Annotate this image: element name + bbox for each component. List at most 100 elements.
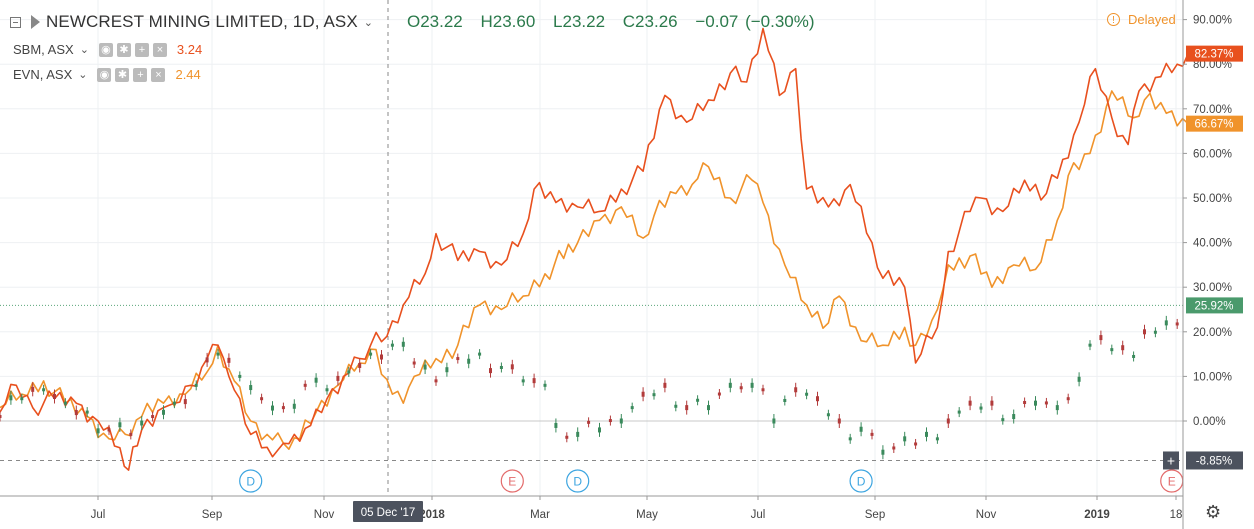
candle — [129, 432, 133, 436]
candle — [870, 432, 874, 436]
candle — [837, 418, 841, 424]
candle — [957, 410, 961, 414]
chevron-down-icon[interactable]: ⌄ — [79, 44, 89, 56]
gear-icon[interactable]: ✱ — [116, 42, 131, 57]
x-tick-label: Sep — [865, 509, 885, 521]
candle — [281, 406, 285, 410]
compare-value-sbm: 3.24 — [176, 42, 203, 57]
close-icon[interactable]: × — [152, 42, 167, 57]
price-label-evn-box — [1186, 115, 1243, 132]
ohlc-values: O23.22 H23.60 L23.22 C23.26 −0.07 (−0.30… — [407, 12, 826, 32]
candle — [1012, 414, 1016, 420]
candle — [467, 358, 471, 364]
candle — [380, 354, 383, 360]
chevron-down-icon[interactable]: ⌄ — [363, 16, 373, 29]
candle — [74, 410, 78, 416]
compare-label-sbm[interactable]: SBM, ASX — [13, 42, 74, 57]
chevron-down-icon[interactable]: ⌄ — [78, 69, 88, 81]
eye-icon[interactable]: ◉ — [97, 67, 112, 82]
x-tick-label: Nov — [976, 509, 997, 521]
event-marker-label: D — [857, 475, 866, 489]
price-label-sbm-box — [1186, 45, 1243, 62]
crosshair-plus-box — [1163, 451, 1179, 470]
event-marker-dividend — [849, 469, 873, 493]
candle — [696, 398, 700, 402]
candle — [935, 437, 939, 441]
candle — [53, 393, 56, 399]
candle — [227, 357, 231, 363]
candle — [238, 374, 242, 378]
candle — [1153, 330, 1157, 334]
x-tick-label: Mar — [530, 509, 550, 521]
collapse-icon[interactable] — [10, 16, 21, 28]
candle — [358, 362, 362, 368]
candle — [42, 388, 46, 392]
low-value: L23.22 — [553, 12, 606, 31]
candle — [521, 379, 525, 383]
x-tick-label: 2018 — [419, 509, 445, 521]
candle — [783, 398, 787, 402]
candle — [761, 388, 765, 392]
symbol-title[interactable]: NEWCREST MINING LIMITED, 1D, ASX — [46, 12, 358, 31]
candle — [739, 386, 743, 390]
candle — [118, 422, 122, 428]
candle — [31, 386, 35, 392]
y-tick-label: 20.00% — [1193, 327, 1232, 339]
candle — [303, 383, 307, 387]
candle — [707, 405, 710, 411]
candle — [750, 382, 754, 388]
candle — [892, 446, 896, 450]
plus-icon[interactable]: + — [134, 42, 149, 57]
close-icon[interactable]: × — [151, 67, 166, 82]
candle — [685, 405, 689, 411]
candle — [423, 364, 427, 370]
x-tick-label: Jul — [751, 509, 766, 521]
candle — [717, 392, 721, 396]
candle — [336, 375, 340, 381]
candle — [1044, 401, 1048, 405]
candle — [140, 420, 144, 426]
grid — [0, 0, 1183, 496]
candle — [1121, 345, 1125, 351]
flag-icon[interactable] — [31, 15, 40, 29]
event-marker-label: E — [1168, 475, 1176, 489]
price-labels: 82.37% 66.67% 25.92% + -8.85% — [1163, 45, 1243, 470]
candle — [794, 387, 798, 393]
delayed-badge[interactable]: ! Delayed — [1107, 12, 1176, 27]
x-tick-label: Jul — [91, 509, 106, 521]
change-value: −0.07 (−0.30%) — [695, 12, 815, 31]
candle — [194, 383, 198, 387]
series-line-sbm — [0, 27, 1189, 471]
candle — [641, 391, 645, 397]
compare-row-sbm: SBM, ASX ⌄ ◉ ✱ + × 3.24 — [13, 42, 202, 57]
gear-icon[interactable]: ⚙ — [1205, 502, 1222, 522]
y-tick-label: 30.00% — [1193, 282, 1232, 294]
candle — [608, 419, 612, 423]
candle — [565, 435, 569, 439]
high-value: H23.60 — [480, 12, 536, 31]
candle — [1088, 343, 1092, 347]
gear-icon[interactable]: ✱ — [115, 67, 130, 82]
candle — [401, 341, 405, 347]
candle — [772, 418, 776, 424]
eye-icon[interactable]: ◉ — [98, 42, 113, 57]
plus-icon[interactable]: + — [133, 67, 148, 82]
candle — [1055, 405, 1059, 411]
candle — [1164, 320, 1168, 326]
y-tick-label: 50.00% — [1193, 193, 1232, 205]
candle — [532, 378, 536, 384]
candle — [445, 367, 449, 373]
candle — [674, 404, 678, 408]
candle — [347, 370, 351, 374]
candle — [183, 399, 187, 405]
crosshair-date-label: 05 Dec '17 — [361, 507, 416, 519]
candle — [0, 415, 2, 419]
y-tick-label: 80.00% — [1193, 59, 1232, 71]
y-tick-label: 90.00% — [1193, 15, 1232, 27]
compare-label-evn[interactable]: EVN, ASX — [13, 67, 73, 82]
series-layer — [0, 27, 1190, 471]
candle — [630, 406, 634, 410]
event-marker-dividend — [239, 469, 263, 493]
compare-row-evn: EVN, ASX ⌄ ◉ ✱ + × 2.44 — [13, 67, 201, 82]
